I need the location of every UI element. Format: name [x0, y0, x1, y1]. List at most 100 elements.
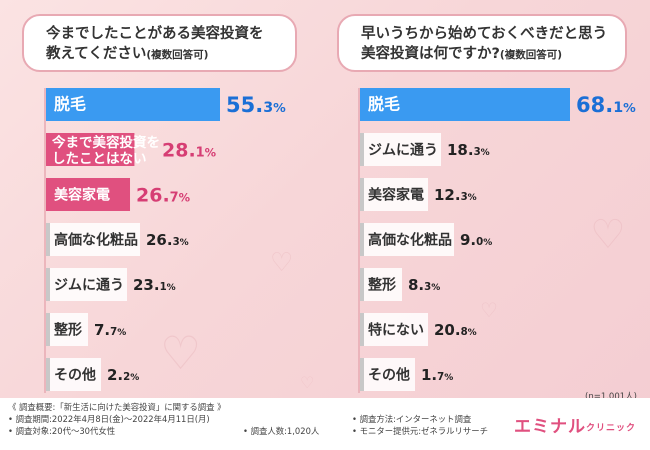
- left-category-label-1-line-0: 今まで美容投資を: [52, 134, 160, 151]
- left-label-box-5: [50, 313, 88, 346]
- left-question-line1: 今までしたことがある美容投資を: [46, 26, 264, 42]
- right-value-label-1: 18.3%: [447, 141, 490, 159]
- right-bar-6: [360, 358, 364, 391]
- right-bar-2: [360, 178, 364, 211]
- left-label-box-3: [50, 223, 140, 256]
- heart-decoration-icon: ♡: [590, 212, 626, 258]
- left-value-part-0-0: 55.: [226, 93, 263, 117]
- right-category-label-6: その他: [368, 367, 410, 384]
- left-value-label-1: 28.1%: [162, 139, 217, 161]
- left-value-part-3-0: 26.: [146, 231, 173, 249]
- right-category-label-0: 脱毛: [368, 95, 400, 114]
- left-bar-0: [46, 88, 220, 121]
- right-category-label-4: 整形: [367, 277, 396, 294]
- left-category-label-5: 整形: [53, 322, 82, 339]
- left-value-part-6-0: 2.: [107, 366, 123, 384]
- logo-main-text: エミナル: [513, 417, 586, 437]
- left-value-label-5: 7.7%: [94, 321, 126, 339]
- right-label-box-3: [364, 223, 454, 256]
- left-bar-3: [46, 223, 50, 256]
- left-value-label-0: 55.3%: [226, 93, 286, 117]
- right-bar-5: [360, 313, 364, 346]
- right-value-part-1-1: 3: [474, 147, 481, 158]
- right-value-part-4-1: 3: [424, 282, 431, 293]
- right-category-label-2: 美容家電: [368, 187, 424, 204]
- right-value-part-3-0: 9.: [460, 231, 476, 249]
- right-value-part-2-1: 3: [461, 192, 468, 203]
- heart-decoration-icon: ♡: [270, 248, 294, 278]
- left-value-part-6-2: %: [130, 373, 139, 383]
- left-value-part-1-0: 28.: [162, 139, 196, 161]
- left-bar-5: [46, 313, 50, 346]
- right-value-part-3-2: %: [483, 238, 492, 248]
- right-question-note: (複数回答可): [499, 49, 563, 61]
- left-label-box-4: [50, 268, 127, 301]
- right-label-box-2: [364, 178, 428, 211]
- left-value-part-4-1: 1: [160, 282, 167, 293]
- left-value-label-4: 23.1%: [133, 276, 176, 294]
- right-value-part-0-0: 68.: [576, 93, 613, 117]
- left-category-label-4: ジムに通う: [54, 278, 124, 294]
- survey-footer: 《 調査概要:「新生活に向けた美容投資」に関する調査 》 • 調査期間:2022…: [0, 398, 650, 450]
- left-value-part-4-2: %: [167, 283, 176, 293]
- left-value-part-6-1: 2: [123, 372, 130, 383]
- left-category-label-1-line-1: したことはない: [52, 151, 147, 167]
- logo-sub-text: クリニック: [585, 423, 636, 434]
- sample-size-note: (n=1,001人): [585, 392, 637, 402]
- left-value-part-2-0: 26.: [136, 184, 170, 206]
- right-bar-0: [360, 88, 570, 121]
- right-value-part-1-0: 18.: [447, 141, 474, 159]
- right-label-box-1: [364, 133, 441, 166]
- left-bar-2: [46, 178, 131, 211]
- right-value-part-5-2: %: [468, 328, 477, 338]
- right-value-part-4-0: 8.: [408, 276, 424, 294]
- right-category-label-1: ジムに通う: [368, 143, 438, 159]
- right-question-line2: 美容投資は何ですか?(複数回答可): [361, 44, 625, 65]
- right-value-label-4: 8.3%: [408, 276, 440, 294]
- footer-provider: • モニター提供元:ゼネラルリサーチ: [352, 426, 489, 436]
- left-value-part-0-1: 3: [263, 100, 273, 116]
- left-label-box-6: [50, 358, 101, 391]
- left-value-part-2-1: 7: [170, 190, 179, 205]
- left-bar-1: [46, 133, 135, 166]
- left-value-part-5-1: 7: [110, 327, 117, 338]
- left-category-label-0: 脱毛: [54, 95, 86, 114]
- left-value-part-1-1: 1: [196, 145, 205, 160]
- right-question-box: 早いうちから始めておくべきだと思う 美容投資は何ですか?(複数回答可): [337, 14, 627, 72]
- right-label-box-4: [364, 268, 402, 301]
- left-category-label-3: 高価な化粧品: [54, 232, 138, 249]
- right-value-label-5: 20.8%: [434, 321, 477, 339]
- right-label-box-5: [364, 313, 428, 346]
- right-value-label-6: 1.7%: [421, 366, 453, 384]
- right-label-box-6: [364, 358, 415, 391]
- left-category-label-6: その他: [54, 367, 96, 384]
- left-value-label-2: 26.7%: [136, 184, 191, 206]
- right-value-part-1-2: %: [481, 148, 490, 158]
- footer-period: • 調査期間:2022年4月8日(金)〜2022年4月11日(月): [8, 414, 210, 424]
- right-bar-1: [360, 133, 364, 166]
- left-question-box: 今までしたことがある美容投資を 教えてください(複数回答可): [22, 14, 297, 72]
- right-value-part-6-2: %: [444, 373, 453, 383]
- left-value-part-3-1: 3: [173, 237, 180, 248]
- left-question-line2: 教えてください(複数回答可): [46, 44, 295, 65]
- right-question-line2-text: 美容投資は何ですか?: [361, 46, 500, 62]
- footer-count: • 調査人数:1,020人: [243, 426, 320, 436]
- footer-method: • 調査方法:インターネット調査: [352, 414, 472, 424]
- right-value-label-2: 12.3%: [434, 186, 477, 204]
- left-value-part-5-2: %: [117, 328, 126, 338]
- left-value-label-6: 2.2%: [107, 366, 139, 384]
- left-value-part-0-2: %: [273, 100, 286, 115]
- heart-decoration-icon: ♡: [300, 373, 315, 392]
- left-bar-4: [46, 268, 50, 301]
- left-question-line2-text: 教えてください: [46, 46, 147, 62]
- footer-overview: 《 調査概要:「新生活に向けた美容投資」に関する調査 》: [8, 402, 226, 412]
- right-value-part-2-2: %: [468, 193, 477, 203]
- heart-decoration-icon: ♡: [480, 298, 498, 322]
- right-value-part-6-0: 1.: [421, 366, 437, 384]
- right-value-label-3: 9.0%: [460, 231, 492, 249]
- right-category-label-5: 特にない: [368, 322, 424, 339]
- right-category-label-3: 高価な化粧品: [368, 232, 452, 249]
- left-category-label-2: 美容家電: [54, 187, 110, 204]
- footer-target: • 調査対象:20代〜30代女性: [8, 426, 116, 436]
